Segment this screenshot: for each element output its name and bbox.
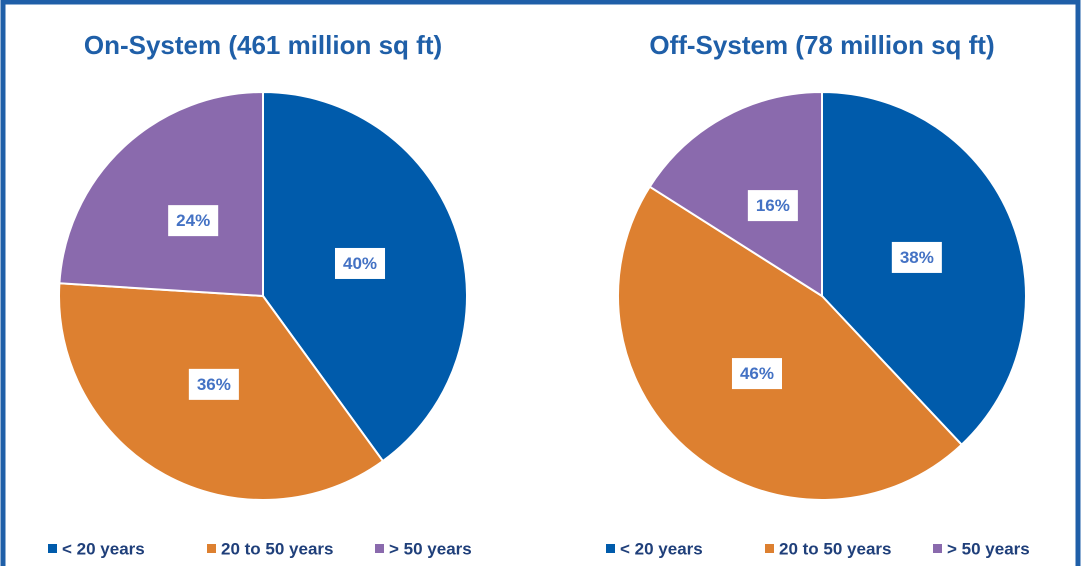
value-label: 38%: [900, 248, 934, 267]
pie-slice: [617, 185, 964, 502]
value-label: 36%: [197, 375, 231, 394]
legend-label: > 50 years: [389, 539, 472, 558]
legend-label: < 20 years: [620, 539, 703, 558]
legend-swatch: [765, 544, 774, 553]
chart-title: Off-System (78 million sq ft): [649, 30, 994, 60]
value-label: 40%: [343, 254, 377, 273]
label-box: [891, 241, 942, 273]
chart-title: On-System (461 million sq ft): [84, 30, 442, 60]
label-box: [188, 368, 239, 400]
legend-label: 20 to 50 years: [221, 539, 333, 558]
pie-slice: [648, 90, 823, 298]
legend-label: > 50 years: [947, 539, 1030, 558]
legend-swatch: [48, 544, 57, 553]
value-label: 24%: [176, 211, 210, 230]
legend-swatch: [207, 544, 216, 553]
pie-slice: [58, 90, 264, 298]
legend-swatch: [933, 544, 942, 553]
value-label: 46%: [740, 364, 774, 383]
legend-swatch: [375, 544, 384, 553]
value-label: 16%: [756, 196, 790, 215]
label-box: [168, 205, 219, 237]
legend-swatch: [606, 544, 615, 553]
label-box: [334, 247, 386, 279]
legend-label: 20 to 50 years: [779, 539, 891, 558]
label-box: [731, 358, 782, 390]
legend-label: < 20 years: [62, 539, 145, 558]
label-box: [747, 190, 798, 222]
